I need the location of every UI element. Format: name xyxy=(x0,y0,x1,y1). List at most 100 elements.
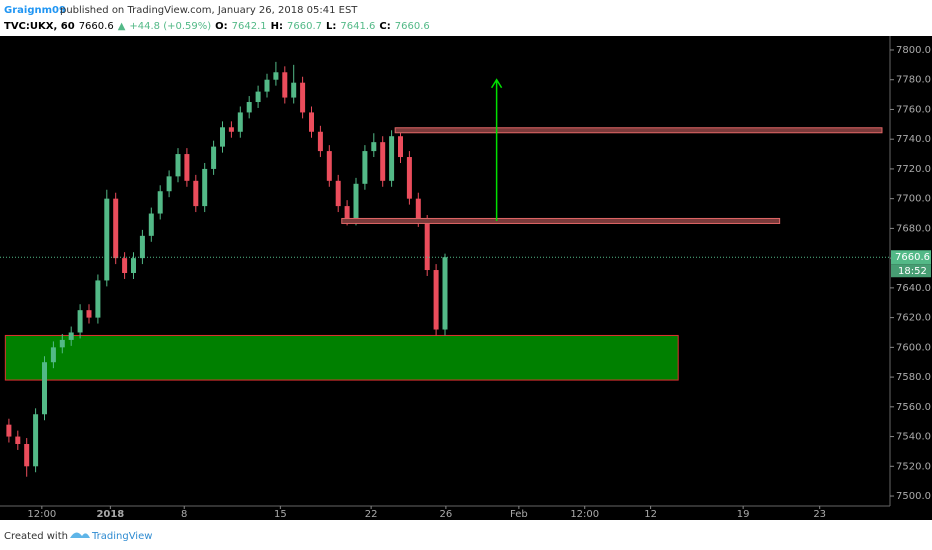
header-l: 7641.6 xyxy=(340,21,375,32)
candle-body xyxy=(371,142,377,152)
header-change: +44.8 (+0.59%) xyxy=(129,21,211,32)
y-tick-label: 7500.0 xyxy=(896,491,931,502)
y-tick-label: 7580.0 xyxy=(896,372,931,383)
candle-body xyxy=(335,180,341,207)
candle-body xyxy=(122,258,128,274)
candle-body xyxy=(220,127,225,147)
candle-body xyxy=(77,310,83,333)
candle-body xyxy=(86,310,92,318)
candle-body xyxy=(273,72,279,80)
brand[interactable]: TradingView xyxy=(91,531,152,542)
x-tick-label: Feb xyxy=(510,509,528,520)
candle-body xyxy=(33,414,39,467)
candle-body xyxy=(59,339,65,348)
header-arrow: ▲ xyxy=(118,21,126,32)
candle-body xyxy=(42,362,47,415)
candle-body xyxy=(380,142,386,181)
y-tick-label: 7700.0 xyxy=(896,194,931,205)
candle-body xyxy=(415,198,421,221)
candle-body xyxy=(228,127,234,132)
candle-body xyxy=(131,258,136,274)
candle-body xyxy=(353,183,359,220)
y-tick-label: 7620.0 xyxy=(896,313,931,324)
x-tick-label: 12:00 xyxy=(570,509,599,520)
candle-body xyxy=(398,136,403,158)
countdown-label: 18:52 xyxy=(898,266,927,277)
header-c: 7660.6 xyxy=(395,21,430,32)
y-tick-label: 7540.0 xyxy=(896,432,931,443)
x-tick-label: 8 xyxy=(181,509,187,520)
y-tick-label: 7560.0 xyxy=(896,402,931,413)
y-tick-label: 7520.0 xyxy=(896,461,931,472)
candle-body xyxy=(326,151,332,181)
header-symbol: TVC:UKX, 60 xyxy=(4,21,75,32)
candle-body xyxy=(344,206,350,220)
header-c-label: C: xyxy=(379,21,390,32)
candle-body xyxy=(166,176,172,192)
x-tick-label: 12:00 xyxy=(27,509,56,520)
candle-body xyxy=(175,154,181,177)
target-arrow xyxy=(490,78,503,221)
candle-body xyxy=(291,82,297,98)
candle-body xyxy=(246,102,252,113)
header-bg xyxy=(0,0,932,36)
header-l-label: L: xyxy=(326,21,336,32)
candle-body xyxy=(424,220,430,271)
header-last: 7660.6 xyxy=(79,21,114,32)
last-price-box xyxy=(891,250,931,265)
y-tick-label: 7740.0 xyxy=(896,134,931,145)
candle-body xyxy=(68,332,74,340)
candle-body xyxy=(282,72,288,98)
author[interactable]: Graignm09 xyxy=(4,5,66,16)
header-h-label: H: xyxy=(271,21,283,32)
candle-body xyxy=(255,91,261,103)
y-tick-label: 7680.0 xyxy=(896,223,931,234)
x-tick-label: 2018 xyxy=(96,509,124,520)
candle-body xyxy=(433,270,439,330)
y-tick-label: 7760.0 xyxy=(896,104,931,115)
y-tick-label: 7780.0 xyxy=(896,75,931,86)
candle-body xyxy=(264,79,270,92)
candle-body xyxy=(139,235,145,259)
x-tick-label: 23 xyxy=(813,509,826,520)
candle-body xyxy=(104,198,110,281)
candle-body xyxy=(202,168,208,207)
y-tick-label: 7640.0 xyxy=(896,283,931,294)
chart-bg xyxy=(0,36,932,520)
header-h: 7660.7 xyxy=(287,21,322,32)
header-o-label: O: xyxy=(215,21,228,32)
last-price-label: 7660.6 xyxy=(895,252,930,263)
support-zone xyxy=(4,334,679,381)
candle-body xyxy=(148,213,154,236)
candle-body xyxy=(15,436,21,444)
y-tick-label: 7800.0 xyxy=(896,45,931,56)
x-tick-label: 22 xyxy=(365,509,378,520)
y-tick-label: 7720.0 xyxy=(896,164,931,175)
candle-body xyxy=(157,191,163,214)
resistance-level xyxy=(394,127,883,134)
candle-body xyxy=(184,154,190,181)
candle-body xyxy=(193,180,199,207)
candle-body xyxy=(113,198,119,259)
candle-body xyxy=(300,82,306,113)
candle-body xyxy=(50,347,56,363)
candle-body xyxy=(389,136,395,181)
candle-body xyxy=(237,112,243,132)
y-tick-label: 7600.0 xyxy=(896,342,931,353)
candle-body xyxy=(406,157,412,199)
countdown-box xyxy=(891,264,931,278)
resistance-level xyxy=(341,217,781,224)
candle-body xyxy=(211,146,217,169)
x-tick-label: 12 xyxy=(644,509,657,520)
created-with: Created with xyxy=(4,531,68,542)
published: published on TradingView.com, January 26… xyxy=(60,5,358,16)
candle-body xyxy=(442,257,448,330)
candle-body xyxy=(309,112,314,132)
x-tick-label: 26 xyxy=(440,509,453,520)
candle-body xyxy=(95,280,101,318)
candle-body xyxy=(24,443,30,467)
candle-body xyxy=(362,151,368,184)
x-tick-label: 19 xyxy=(737,509,750,520)
candle-body xyxy=(6,424,12,437)
